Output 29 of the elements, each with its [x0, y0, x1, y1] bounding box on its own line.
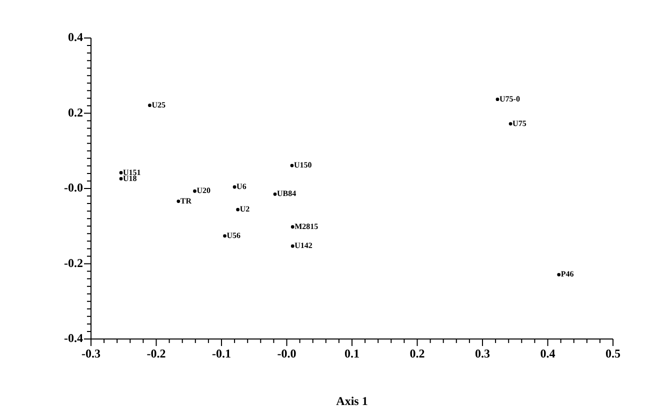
data-label: U150 [294, 160, 312, 170]
x-tick-label: 0.1 [344, 346, 360, 360]
x-tick-label: 0.4 [540, 346, 556, 360]
data-label: U6 [236, 182, 246, 192]
y-tick-label: 0.2 [68, 105, 83, 120]
x-tick-label: 0.2 [410, 346, 425, 360]
data-label: TR [180, 196, 192, 206]
data-label: U25 [152, 100, 166, 110]
data-label: U151 [123, 168, 141, 177]
data-label: U56 [226, 230, 241, 240]
data-label: U20 [196, 186, 211, 196]
data-label: UB84 [277, 189, 296, 198]
data-label: P46 [560, 270, 574, 279]
x-tick-label: -0.1 [212, 346, 231, 360]
x-tick-label: 0.3 [475, 346, 490, 360]
y-tick-label: -0.4 [64, 331, 83, 346]
data-label: U142 [294, 241, 312, 250]
x-tick-label: -0.2 [146, 346, 166, 360]
x-tick-label: -0.3 [82, 346, 100, 360]
x-tick-label: 0.5 [606, 346, 620, 360]
y-tick-label: -0.2 [64, 256, 83, 270]
y-tick-label: -0.0 [64, 180, 83, 195]
data-label: U2 [240, 204, 250, 214]
x-axis-title: Axis 1 [336, 394, 368, 408]
data-label: M2815 [294, 222, 318, 231]
data-label: U75-0 [500, 94, 520, 104]
y-tick-label: 0.4 [68, 30, 83, 44]
x-tick-label: -0.0 [277, 346, 296, 360]
data-label: U75 [512, 118, 526, 128]
